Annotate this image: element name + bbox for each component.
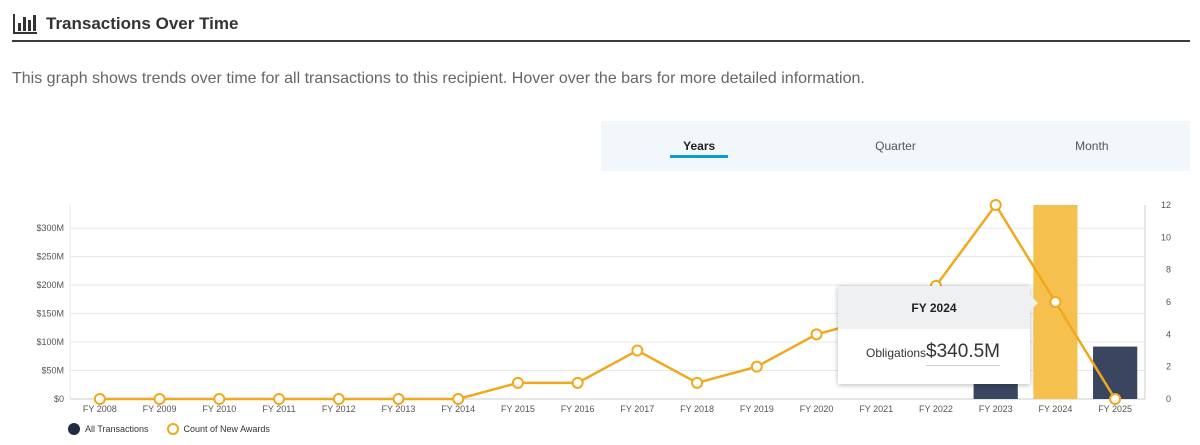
y-left-tick-label: $50M (41, 366, 64, 376)
awards-point (153, 393, 166, 405)
tooltip-title: FY 2024 (838, 286, 1030, 329)
x-tick-label: FY 2009 (143, 404, 177, 414)
awards-point (332, 393, 345, 405)
awards-point (392, 393, 405, 405)
awards-point (750, 360, 763, 373)
tooltip-body: Obligations $340.5M (838, 329, 1030, 366)
bar (973, 383, 1018, 399)
awards-point (571, 376, 584, 389)
tooltip-arrow (1030, 295, 1038, 311)
x-tick-label: FY 2017 (620, 404, 654, 414)
awards-point (511, 376, 524, 389)
tab-years[interactable]: Years (601, 121, 797, 171)
awards-point (989, 199, 1002, 211)
y-right-tick-label: 4 (1166, 329, 1171, 339)
x-tick-label: FY 2008 (83, 404, 117, 414)
y-left-tick-label: $100M (36, 337, 64, 347)
tooltip-value: $340.5M (926, 341, 1000, 366)
period-toggle: Years Quarter Month (601, 121, 1190, 171)
awards-point (631, 344, 644, 357)
awards-point (1049, 296, 1062, 308)
x-tick-label: FY 2016 (561, 404, 595, 414)
awards-point (452, 393, 465, 405)
awards-point (213, 393, 226, 405)
x-tick-label: FY 2010 (202, 404, 236, 414)
x-tick-label: FY 2020 (800, 404, 834, 414)
y-right-tick-label: 0 (1166, 394, 1171, 404)
x-tick-label: FY 2012 (322, 404, 356, 414)
transactions-chart: $0 $50M $100M $150M $200M $250M $300M 0 2 4 6 8 10 12… (36, 199, 1171, 414)
x-tick-label: FY 2018 (680, 404, 714, 414)
x-tick-label: FY 2021 (859, 404, 893, 414)
awards-line (99, 202, 1117, 401)
y-left-tick-label: $250M (36, 252, 64, 262)
x-tick-label: FY 2025 (1098, 404, 1132, 414)
awards-point (691, 376, 704, 389)
y-left-tick-label: $300M (36, 223, 64, 233)
tooltip-label: Obligations (866, 346, 927, 360)
tab-month[interactable]: Month (1075, 139, 1109, 153)
awards-point (93, 393, 106, 405)
y-right-tick-label: 12 (1161, 200, 1171, 210)
y-left-tick-label: $0 (54, 394, 64, 404)
y-left-tick-label: $200M (36, 280, 64, 290)
x-tick-label: FY 2011 (262, 404, 295, 414)
legend-label: Count of New Awards (183, 424, 270, 434)
x-tick-label: FY 2014 (441, 404, 475, 414)
y-left-tick-label: $150M (36, 309, 64, 319)
awards-point (1109, 393, 1122, 405)
chart-legend: All Transactions Count of New Awards (68, 423, 288, 435)
y-right-tick-label: 2 (1166, 362, 1171, 372)
legend-label: All Transactions (85, 424, 149, 434)
x-tick-label: FY 2013 (382, 404, 416, 414)
legend-swatch-bar (68, 423, 80, 435)
section-header: Transactions Over Time (12, 8, 1190, 42)
bar-chart-icon (13, 14, 37, 34)
y-right-tick-label: 6 (1166, 297, 1171, 307)
legend-swatch-line (166, 423, 179, 435)
tab-quarter[interactable]: Quarter (875, 139, 916, 153)
legend-item-all-transactions[interactable]: All Transactions (68, 423, 149, 435)
section-title: Transactions Over Time (46, 14, 239, 33)
legend-item-new-awards[interactable]: Count of New Awards (166, 423, 270, 435)
awards-point (273, 393, 286, 405)
awards-point (810, 328, 823, 341)
x-tick-label: FY 2023 (979, 404, 1013, 414)
y-right-tick-label: 8 (1166, 265, 1171, 275)
y-right-tick-label: 10 (1161, 232, 1171, 242)
x-tick-label: FY 2024 (1038, 404, 1072, 414)
chart-tooltip: FY 2024 Obligations $340.5M (838, 286, 1038, 384)
chart-description: This graph shows trends over time for al… (12, 70, 865, 87)
x-tick-label: FY 2015 (501, 404, 535, 414)
x-tick-label: FY 2019 (740, 404, 774, 414)
x-tick-label: FY 2022 (919, 404, 953, 414)
